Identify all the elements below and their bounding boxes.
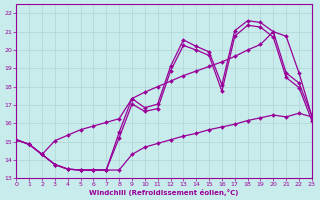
X-axis label: Windchill (Refroidissement éolien,°C): Windchill (Refroidissement éolien,°C) [89,189,239,196]
